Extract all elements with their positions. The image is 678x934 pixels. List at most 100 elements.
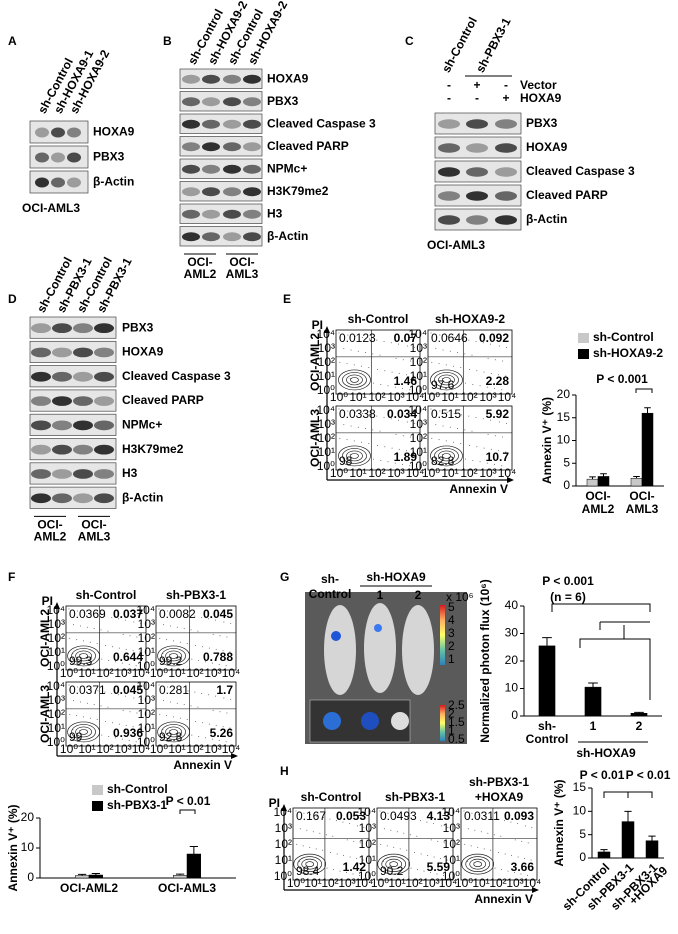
flow-tick: 10³ <box>48 693 65 707</box>
quadrant-value: 0.0369 <box>69 607 106 621</box>
event-dot <box>372 353 374 355</box>
band <box>243 97 261 107</box>
event-dot <box>350 425 352 427</box>
event-dot <box>469 368 471 370</box>
event-dot <box>159 637 161 639</box>
event-dot <box>316 815 318 817</box>
event-dot <box>506 346 508 348</box>
band-label: β-Actin <box>122 490 163 504</box>
event-dot <box>325 834 327 836</box>
panel-letter: G <box>280 570 289 584</box>
treatment-mark: + <box>502 91 509 105</box>
event-dot <box>173 687 175 689</box>
event-dot <box>476 370 478 372</box>
event-dot <box>441 454 443 456</box>
band <box>223 142 241 152</box>
blot-strip <box>434 208 522 231</box>
contour <box>305 861 315 868</box>
event-dot <box>223 697 225 699</box>
contour <box>157 645 190 667</box>
contour <box>293 853 327 875</box>
event-dot <box>505 375 507 377</box>
blot-strip <box>179 68 263 89</box>
flow-tick: 10³ <box>479 390 496 404</box>
flow-tick: 10² <box>138 707 155 721</box>
event-dot <box>118 647 120 649</box>
event-dot <box>90 613 92 615</box>
flow-tick: 10² <box>186 742 203 756</box>
contour <box>75 726 92 738</box>
flow-tick: 10¹ <box>78 742 95 756</box>
event-dot <box>379 354 381 356</box>
event-dot <box>394 462 396 464</box>
event-dot <box>387 385 389 387</box>
band <box>223 209 241 219</box>
group-label: sh-HOXA9 <box>576 746 636 760</box>
flow-tick: 10¹ <box>168 666 185 680</box>
flow-tick: 10¹ <box>138 645 155 659</box>
event-dot <box>158 608 160 610</box>
event-dot <box>198 735 200 737</box>
y-tick-label: 5 <box>579 827 586 841</box>
legend-swatch <box>92 785 103 795</box>
event-dot <box>502 360 504 362</box>
panel-letter: D <box>8 292 17 306</box>
event-dot <box>353 840 355 842</box>
event-dot <box>494 463 496 465</box>
flow-tick: 10⁰ <box>358 869 376 883</box>
flow-tick: 10¹ <box>78 666 95 680</box>
flow-tick: 10² <box>321 876 338 890</box>
band <box>35 152 49 163</box>
event-dot <box>218 739 220 741</box>
contour <box>377 853 411 875</box>
event-dot <box>368 443 370 445</box>
event-dot <box>464 429 466 431</box>
group-label: AML2 <box>34 530 67 544</box>
event-dot <box>402 359 404 361</box>
event-dot <box>302 845 304 847</box>
event-dot <box>86 626 88 628</box>
event-dot <box>139 727 141 729</box>
band <box>52 420 72 431</box>
flow-plot <box>460 807 538 881</box>
flow-tick: 10⁴ <box>132 742 151 756</box>
significance-bracket <box>627 791 653 798</box>
event-dot <box>93 628 95 630</box>
band <box>202 97 220 107</box>
x-tick-label: AML2 <box>582 502 615 516</box>
event-dot <box>94 733 96 735</box>
event-dot <box>527 875 529 877</box>
quadrant-value: 0.093 <box>504 809 534 823</box>
event-dot <box>339 437 341 439</box>
event-dot <box>179 641 181 643</box>
bar <box>586 478 599 487</box>
quadrant-value: 1.42 <box>343 860 367 874</box>
event-dot <box>399 848 401 850</box>
event-dot <box>76 610 78 612</box>
group-label: OCI- <box>187 255 212 269</box>
event-dot <box>179 717 181 719</box>
event-dot <box>212 633 214 635</box>
event-dot <box>402 387 404 389</box>
event-dot <box>229 727 231 729</box>
tissue <box>323 712 341 730</box>
band <box>73 444 93 455</box>
blot-strip <box>29 389 117 412</box>
column-label: sh-PBX3-1 <box>469 775 529 789</box>
flow-tick: 10² <box>96 666 113 680</box>
event-dot <box>453 413 455 415</box>
event-dot <box>346 872 348 874</box>
band <box>495 191 517 201</box>
event-dot <box>387 461 389 463</box>
event-dot <box>470 845 472 847</box>
event-dot <box>339 870 341 872</box>
band <box>182 187 200 197</box>
scale-tick: 4 <box>448 613 455 627</box>
event-dot <box>467 860 469 862</box>
quadrant-value: 99.3 <box>69 654 93 668</box>
event-dot <box>354 335 356 337</box>
event-dot <box>501 389 503 391</box>
event-dot <box>222 650 224 652</box>
flow-tick: 10⁴ <box>136 679 155 693</box>
band <box>94 347 114 358</box>
